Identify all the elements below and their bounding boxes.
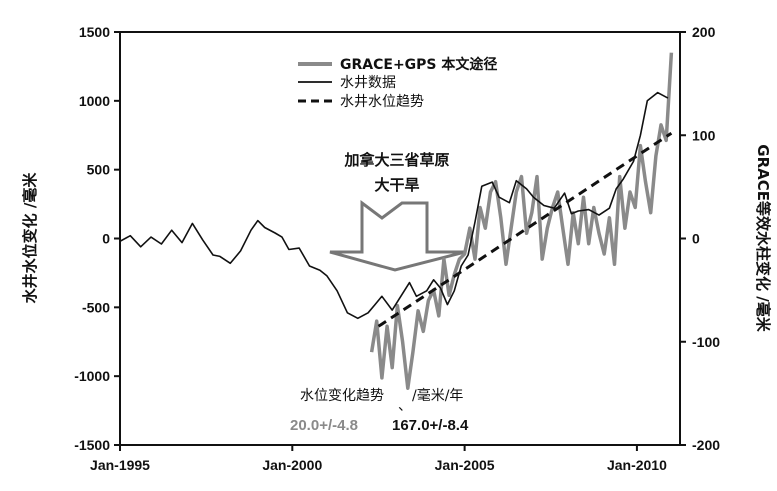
left-tick-label: 0 bbox=[102, 231, 110, 247]
x-tick-label: Jan-2000 bbox=[262, 457, 322, 473]
left-tick-label: -1000 bbox=[74, 368, 110, 384]
left-tick-label: 500 bbox=[87, 162, 111, 178]
legend-label-well: 水井数据 bbox=[340, 75, 396, 91]
rate-unit: /毫米/年 bbox=[412, 387, 463, 404]
series-well-data-line bbox=[120, 91, 669, 320]
left-tick-label: -500 bbox=[82, 299, 110, 315]
drought-annotation-line1: 加拿大三省草原 bbox=[343, 151, 449, 169]
right-tick-label: -100 bbox=[692, 334, 720, 350]
right-tick-label: 0 bbox=[692, 231, 700, 247]
right-axis-label: GRACE等效水柱变化 /毫米 bbox=[754, 144, 772, 332]
right-axis-ticks: -200 -100 0 100 200 bbox=[680, 24, 720, 453]
rate-title: 水位变化趋势 bbox=[300, 388, 384, 404]
right-tick-label: 100 bbox=[692, 127, 716, 143]
legend-label-grace: GRACE+GPS 本文途径 bbox=[340, 56, 497, 73]
rate-well-value: 167.0+/-8.4 bbox=[392, 417, 469, 434]
left-tick-label: 1500 bbox=[79, 24, 110, 40]
left-tick-label: -1500 bbox=[74, 437, 110, 453]
right-tick-label: -200 bbox=[692, 437, 720, 453]
series-well-trend-line bbox=[377, 131, 673, 328]
rate-grace-value: 20.0+/-4.8 bbox=[290, 417, 358, 434]
x-tick-label: Jan-2010 bbox=[607, 457, 667, 473]
drought-annotation-line2: 大干旱 bbox=[374, 176, 419, 194]
left-axis-label: 水井水位变化 /毫米 bbox=[21, 172, 39, 304]
drought-arrow bbox=[329, 200, 466, 272]
x-tick-label: Jan-1995 bbox=[90, 457, 150, 473]
x-axis-ticks: Jan-1995 Jan-2000 Jan-2005 Jan-2010 bbox=[90, 445, 667, 473]
left-tick-label: 1000 bbox=[79, 93, 110, 109]
legend: GRACE+GPS 本文途径 水井数据 水井水位趋势 bbox=[298, 56, 497, 110]
x-tick-label: Jan-2005 bbox=[435, 457, 495, 473]
rate-separator: 、 bbox=[398, 398, 412, 414]
right-tick-label: 200 bbox=[692, 24, 716, 40]
series-grace-gps-line bbox=[369, 52, 674, 390]
left-axis-ticks: -1500 -1000 -500 0 500 1000 1500 bbox=[74, 24, 120, 453]
legend-label-trend: 水井水位趋势 bbox=[340, 94, 424, 110]
